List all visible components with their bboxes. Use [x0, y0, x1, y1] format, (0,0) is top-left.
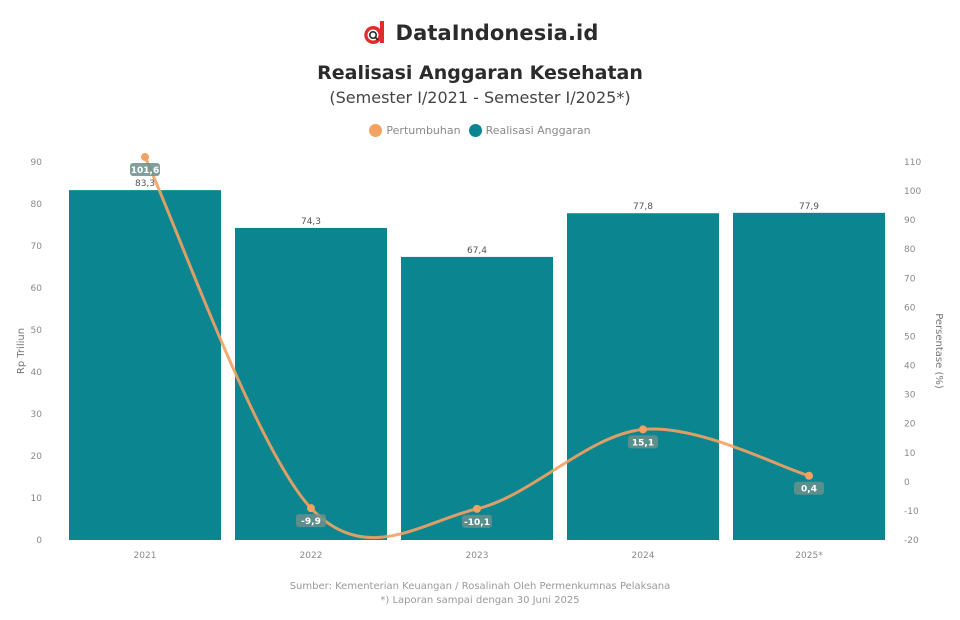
source-note: Sumber: Kementerian Keuangan / Rosalinah…: [289, 581, 671, 592]
bar-value-label: 74,3: [301, 217, 321, 227]
y-tick-label-left: 60: [31, 284, 43, 294]
y-tick-label-right: 30: [904, 391, 916, 401]
y-tick-label-left: 80: [31, 200, 43, 210]
bar: [567, 213, 719, 541]
growth-point: [805, 471, 813, 480]
bar: [235, 227, 387, 540]
growth-point: [141, 152, 149, 161]
y-tick-label-right: 40: [904, 362, 916, 372]
chart-legend: Pertumbuhan Realisasi Anggaran: [0, 124, 960, 137]
y-tick-label-right: 50: [904, 332, 916, 342]
bar-value-label: 77,9: [799, 202, 819, 212]
bar: [69, 190, 221, 540]
y-tick-label-left: 10: [31, 494, 43, 504]
y-tick-label-right: -20: [904, 536, 919, 546]
chart-footer: Sumber: Kementerian Keuangan / Rosalinah…: [0, 580, 960, 608]
y-tick-label-left: 70: [31, 242, 43, 252]
y-tick-label-left: 20: [31, 452, 43, 462]
y-axis-title-right: Persentase (%): [933, 313, 944, 389]
legend-item-budget[interactable]: Realisasi Anggaran: [468, 124, 591, 137]
growth-point: [307, 504, 315, 513]
y-tick-label-right: -10: [904, 507, 919, 517]
growth-value-label: 101,6: [131, 166, 159, 176]
y-tick-label-right: 90: [904, 216, 916, 226]
chart-title: Realisasi Anggaran Kesehatan: [317, 62, 643, 84]
y-tick-label-right: 80: [904, 245, 916, 255]
bar-value-label: 67,4: [467, 246, 487, 256]
legend-item-growth[interactable]: Pertumbuhan: [369, 124, 461, 137]
y-tick-label-right: 10: [904, 449, 916, 459]
bar-value-label: 83,3: [135, 179, 155, 189]
dataindonesia-logo-icon: [363, 21, 384, 44]
legend-swatch-growth: [369, 124, 383, 137]
x-tick-label: 2021: [134, 551, 157, 561]
bar: [401, 256, 553, 540]
y-tick-label-left: 40: [31, 368, 43, 378]
y-tick-label-left: 90: [31, 158, 43, 168]
y-tick-label-right: 20: [904, 420, 916, 430]
y-tick-label-right: 70: [904, 274, 916, 284]
y-tick-label-right: 0: [904, 478, 910, 488]
brand-name: DataIndonesia.id: [395, 21, 599, 45]
growth-label-bg: [462, 514, 492, 528]
growth-point: [639, 425, 647, 434]
y-axis-title-left: Rp Triliun: [16, 328, 27, 374]
y-tick-label-right: 60: [904, 303, 916, 313]
y-tick-label-left: 50: [31, 326, 43, 336]
growth-label-bg: [794, 481, 824, 495]
legend-label-growth: Pertumbuhan: [386, 124, 461, 137]
x-tick-label: 2024: [632, 551, 655, 561]
growth-point: [473, 504, 481, 513]
y-tick-label-left: 0: [36, 536, 42, 546]
bar-value-label: 77,8: [633, 202, 653, 212]
growth-label-bg: [296, 514, 326, 528]
growth-line: [143, 156, 810, 540]
footnote: *) Laporan sampai dengan 30 Juni 2025: [380, 595, 580, 606]
y-tick-label-right: 100: [904, 187, 921, 197]
legend-swatch-budget: [468, 124, 482, 137]
x-tick-label: 2022: [300, 551, 323, 561]
growth-value-label: -9,9: [301, 517, 321, 527]
growth-value-label: 0,4: [801, 485, 817, 495]
chart-subtitle: (Semester I/2021 - Semester I/2025*): [329, 88, 631, 107]
growth-label-bg: [130, 162, 160, 176]
y-tick-label-right: 110: [904, 158, 921, 168]
growth-value-label: -10,1: [464, 518, 490, 528]
growth-label-bg: [628, 435, 658, 449]
x-tick-label: 2023: [466, 551, 489, 561]
x-tick-label: 2025*: [795, 551, 823, 561]
brand-header: DataIndonesia.id: [0, 20, 960, 46]
growth-value-label: 15,1: [632, 438, 654, 448]
legend-label-budget: Realisasi Anggaran: [485, 124, 591, 137]
y-tick-label-left: 30: [31, 410, 43, 420]
